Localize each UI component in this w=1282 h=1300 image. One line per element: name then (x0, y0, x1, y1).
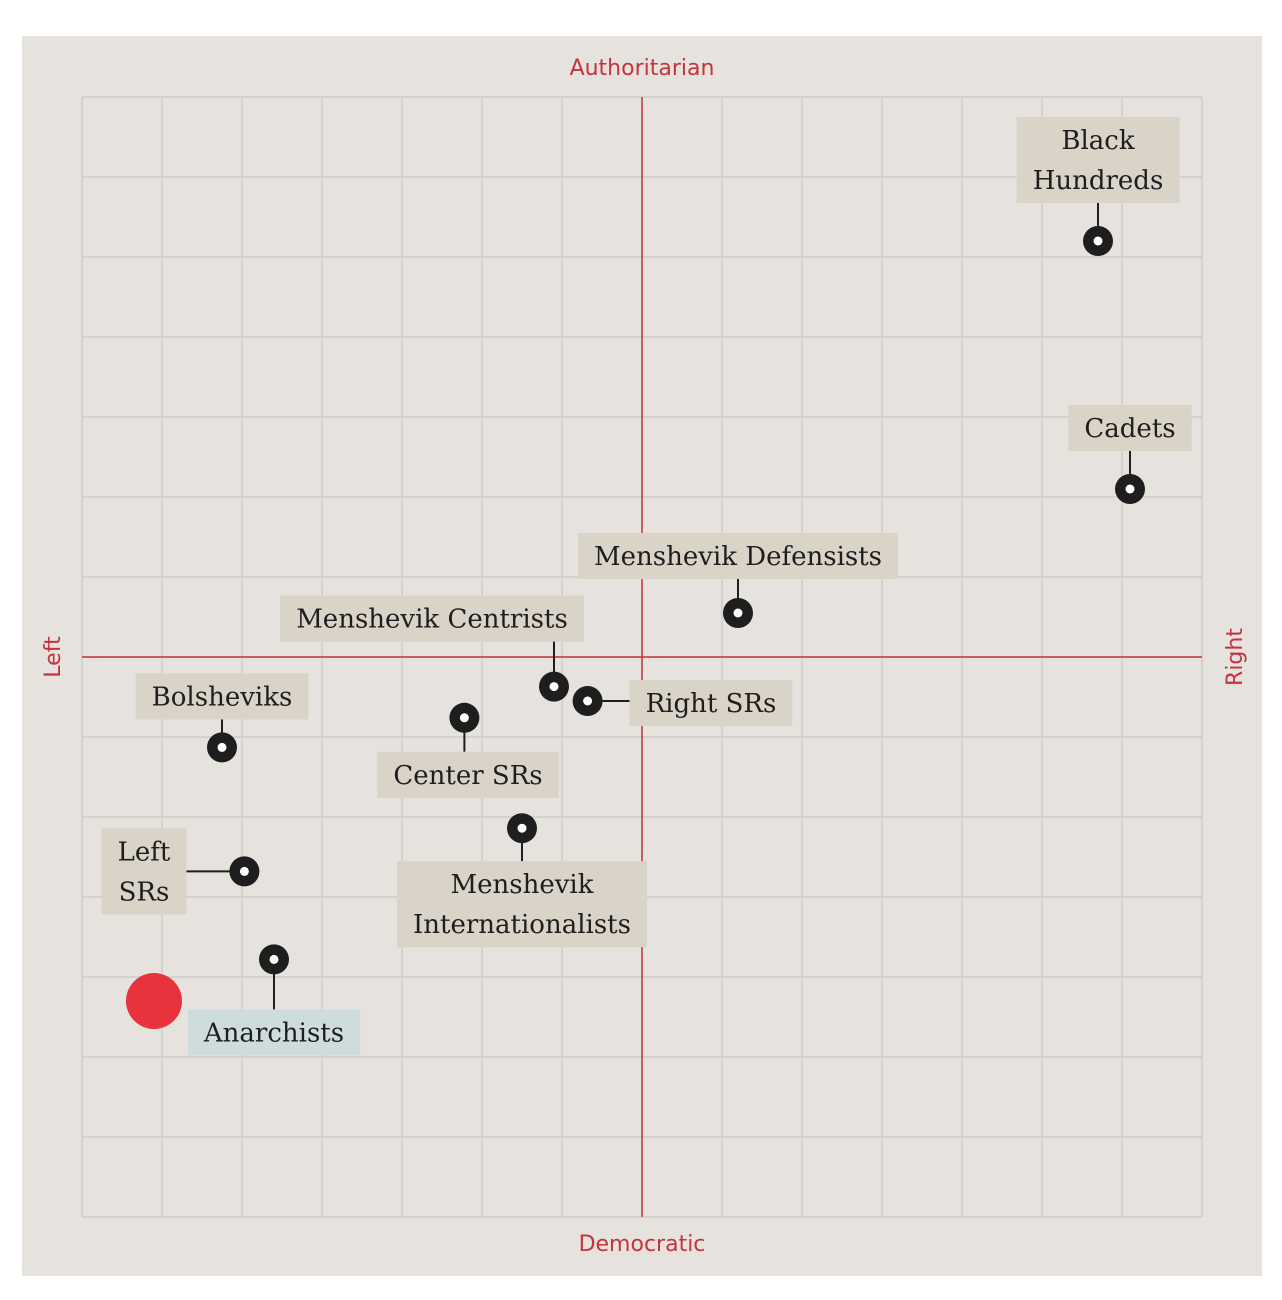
party-label[interactable]: Center SRs (377, 751, 559, 798)
party-label[interactable]: Cadets (1068, 405, 1192, 451)
party-label[interactable]: Menshevik Centrists (280, 595, 584, 642)
axis-label-left: Left (41, 636, 66, 678)
party-label-box (1016, 117, 1180, 203)
party-label-text: Menshevik Defensists (594, 542, 882, 572)
party-point-center (517, 823, 527, 833)
axis-label-bottom: Democratic (579, 1232, 706, 1257)
party-label-box (1068, 405, 1192, 451)
party-label-box (377, 751, 559, 798)
party-label[interactable]: Black Hundreds (1016, 117, 1180, 203)
party-point-center (459, 713, 469, 723)
party-point-center (549, 682, 559, 692)
party-label-box (397, 861, 647, 948)
party-label[interactable]: Left SRs (101, 828, 187, 915)
party-label-box (280, 595, 584, 642)
axis-label-top: Authoritarian (570, 56, 715, 81)
chart-axes (82, 97, 1202, 1217)
party-label-text: Menshevik (451, 870, 594, 900)
party-label-text: Anarchists (203, 1018, 344, 1048)
party-point-center (217, 742, 227, 752)
axis-label-right: Right (1223, 628, 1248, 686)
party-point-center (1093, 236, 1103, 246)
party-label-box (629, 680, 793, 726)
party-label[interactable]: Menshevik Defensists (577, 533, 899, 579)
party-label-text: Internationalists (413, 910, 631, 940)
party-label[interactable]: Menshevik Internationalists (397, 861, 647, 948)
party-points (207, 226, 1145, 975)
party-point-center (269, 954, 279, 964)
party-label-box (135, 673, 309, 720)
party-labels: Black Hundreds Cadets Menshevik Defensists M… (101, 117, 1192, 1056)
party-label-text: Right SRs (646, 689, 777, 719)
party-label[interactable]: Bolsheviks (135, 673, 309, 720)
party-point-center (733, 608, 743, 618)
party-label-text: Black (1061, 126, 1134, 156)
user-position (126, 973, 182, 1029)
party-label-box (577, 533, 899, 579)
party-point-center (239, 866, 249, 876)
party-label[interactable]: Anarchists (187, 1009, 361, 1056)
party-point-center (583, 696, 593, 706)
party-label-text: Menshevik Centrists (296, 605, 568, 635)
party-label[interactable]: Right SRs (629, 680, 793, 726)
party-label-text: SRs (119, 877, 170, 907)
party-label-box (187, 1009, 361, 1056)
party-point-center (1125, 484, 1135, 494)
user-position-marker (126, 973, 182, 1029)
party-label-text: Left (118, 837, 171, 867)
party-label-text: Hundreds (1033, 166, 1164, 196)
party-label-text: Center SRs (393, 761, 542, 791)
party-label-text: Cadets (1084, 414, 1175, 444)
party-label-box (101, 828, 187, 915)
party-label-text: Bolsheviks (152, 682, 293, 712)
